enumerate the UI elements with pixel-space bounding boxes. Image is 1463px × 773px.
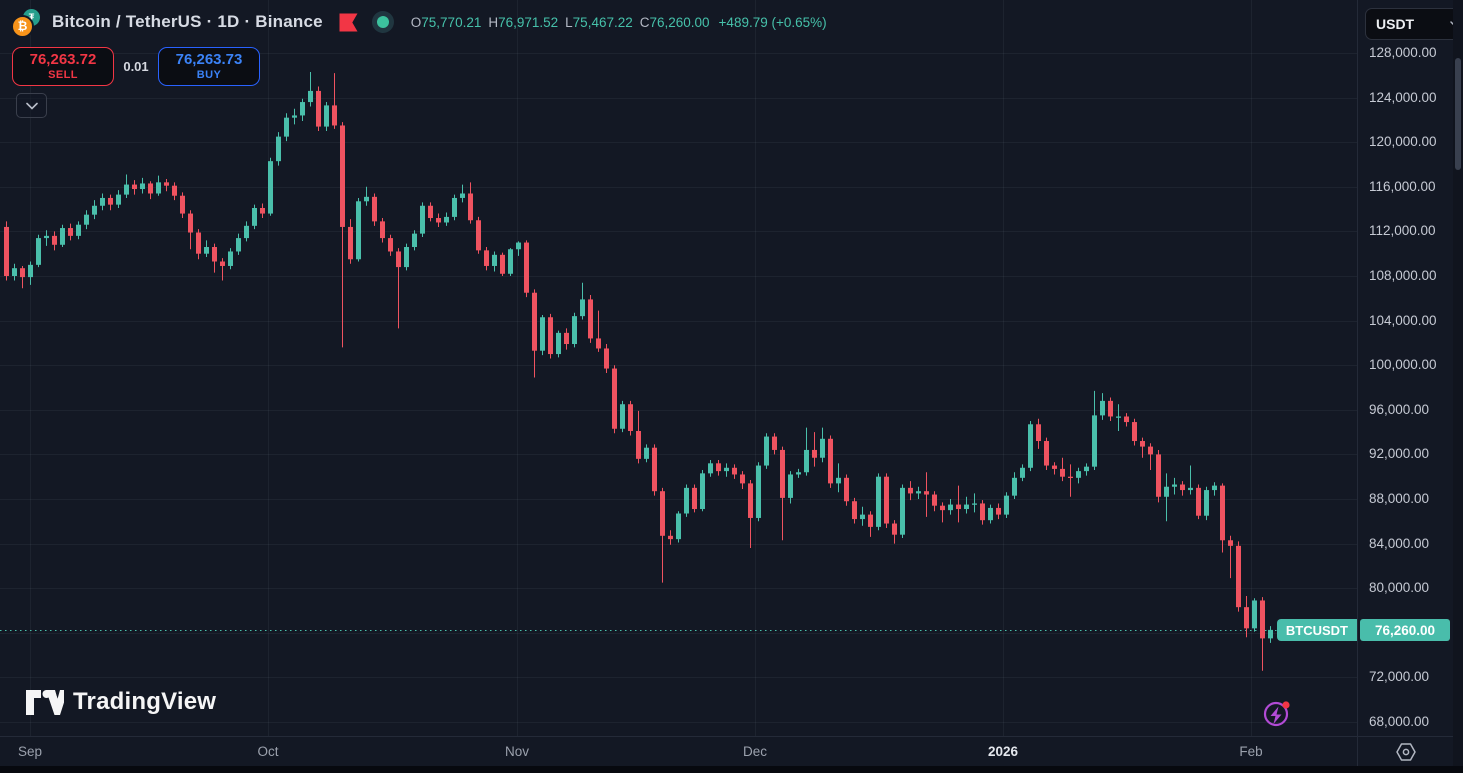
price-scale-label: 68,000.00 <box>1369 714 1430 729</box>
time-scale-label: Oct <box>257 744 279 759</box>
currency-dropdown[interactable]: USDT <box>1365 8 1463 40</box>
window-bottom-edge <box>0 766 1463 773</box>
close-label: C <box>639 14 650 30</box>
buy-label: BUY <box>196 68 222 81</box>
time-scale-label: Dec <box>742 744 767 759</box>
scales-settings-icon[interactable] <box>1394 741 1418 763</box>
chevron-down-icon <box>25 102 38 110</box>
price-scale-label: 72,000.00 <box>1369 669 1430 685</box>
high-value: 76,971.52 <box>498 14 559 30</box>
tradingview-watermark[interactable]: TradingView <box>26 688 216 716</box>
time-scale-label: 2026 <box>987 744 1019 759</box>
sell-label: SELL <box>48 68 78 81</box>
scrollbar[interactable] <box>1453 0 1463 766</box>
time-scale[interactable]: Sep Oct Nov Dec 2026 Feb <box>0 736 1357 767</box>
buy-button[interactable]: 76,263.73 BUY <box>158 47 260 86</box>
price-scale-label: 124,000.00 <box>1369 89 1437 105</box>
time-scale-label: Nov <box>504 744 529 759</box>
price-scale-label: 100,000.00 <box>1369 357 1437 373</box>
legend-collapse-button[interactable] <box>16 93 47 118</box>
symbol-title[interactable]: Bitcoin / TetherUS · 1D · Binance <box>52 12 323 31</box>
time-scale-label: Feb <box>1239 744 1263 759</box>
price-line-symbol-badge: BTCUSDT <box>1276 619 1357 641</box>
price-scale-label: 88,000.00 <box>1369 491 1430 506</box>
market-status-icon[interactable] <box>371 11 394 33</box>
flag-icon[interactable] <box>338 13 359 32</box>
lightning-boost-icon[interactable] <box>1261 697 1293 729</box>
notification-dot <box>1282 701 1290 709</box>
scale-settings-corner <box>1357 736 1454 767</box>
sell-button[interactable]: 76,263.72 SELL <box>12 47 114 86</box>
spread-value: 0.01 <box>123 59 149 74</box>
price-scale-label: 120,000.00 <box>1369 134 1437 150</box>
current-price-badge: 76,260.00 <box>1360 619 1450 641</box>
sell-price: 76,263.72 <box>29 51 97 69</box>
open-value: 75,770.21 <box>421 14 482 30</box>
price-scale-label: 96,000.00 <box>1369 401 1430 417</box>
currency-dropdown-value: USDT <box>1376 16 1415 32</box>
tradingview-logo-icon <box>26 689 64 715</box>
price-scale-label: 92,000.00 <box>1369 446 1430 462</box>
price-scale-label: 128,000.00 <box>1369 45 1437 60</box>
watermark-text: TradingView <box>73 688 217 715</box>
change-value: +489.79 (+0.65%) <box>718 14 827 30</box>
bitcoin-coin-icon: ₿ <box>11 14 34 38</box>
lightning-bolt-icon <box>1270 706 1282 724</box>
trade-panel: 76,263.72 SELL 0.01 76,263.73 BUY <box>12 47 260 86</box>
buy-price: 76,263.73 <box>175 51 243 69</box>
price-scale-label: 84,000.00 <box>1369 535 1430 551</box>
btcusdt-pair-logo: ₮ ₿ <box>10 8 43 38</box>
price-scale-label: 116,000.00 <box>1369 178 1436 194</box>
time-scale-label: Sep <box>17 744 43 759</box>
high-label: H <box>488 14 499 30</box>
low-value: 75,467.22 <box>572 14 633 30</box>
price-scale-label: 108,000.00 <box>1369 268 1437 283</box>
price-scale-label: 104,000.00 <box>1369 312 1437 328</box>
price-scale[interactable]: USDT 128,000.00 124,000.00 120,000.00 116,0… <box>1357 0 1463 736</box>
price-scale-label: 112,000.00 <box>1369 223 1436 239</box>
price-scale-label: 80,000.00 <box>1369 580 1430 596</box>
scrollbar-thumb[interactable] <box>1455 58 1461 170</box>
close-value: 76,260.00 <box>649 14 710 30</box>
candlestick-chart[interactable] <box>0 0 1357 736</box>
low-label: L <box>565 14 573 30</box>
open-label: O <box>410 14 422 30</box>
ohlc-readout: O 75,770.21 H 76,971.52 L 75,467.22 C 76,260… <box>411 15 827 30</box>
